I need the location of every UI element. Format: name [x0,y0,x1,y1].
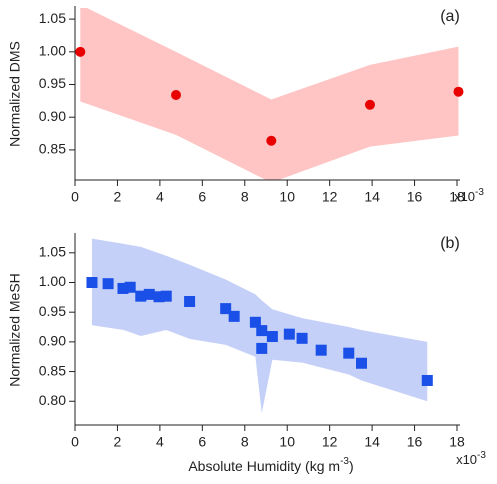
x-axis-label-main: Absolute Humidity (kg m [188,458,340,474]
x-tick-label: 8 [241,434,249,450]
x-tick-label: 6 [198,189,206,205]
x-tick-label: 0 [71,434,79,450]
data-point [75,46,86,57]
x-tick-label: 12 [322,189,338,205]
x-axis-label-exp: -3 [340,456,349,467]
data-point [249,316,261,328]
x-tick-label: 2 [114,189,122,205]
x-tick-label: 16 [407,434,423,450]
data-point [143,288,155,300]
data-point [315,344,327,356]
x-multiplier: x10-3 [454,187,484,205]
x-tick-label: 14 [364,189,380,205]
x-multiplier-exp: -3 [477,450,486,461]
data-point [256,325,268,337]
x-tick-label: 16 [407,189,423,205]
x-tick-label: 4 [156,189,164,205]
y-axis-label: Normalized MeSH [7,273,23,387]
data-point [283,328,295,340]
y-tick-label: 0.85 [39,362,66,378]
data-point [124,281,136,293]
y-tick-label: 1.00 [39,43,66,59]
x-tick-label: 10 [279,434,295,450]
panel: 0.800.850.900.951.001.050 2 4 6 8 10 12 14 16 18x… [7,233,486,474]
panel-label: (b) [440,235,460,252]
data-point [153,291,165,303]
x-tick-label: 0 [71,189,79,205]
x-tick-label: 18 [449,434,465,450]
data-point [343,347,355,359]
x-axis-label: Absolute Humidity (kg m-3) [188,456,353,474]
data-point [266,331,278,343]
y-tick-label: 0.90 [39,333,66,349]
x-tick-label: 2 [114,434,122,450]
x-tick-label: 8 [241,189,249,205]
data-point [184,296,196,307]
y-tick-label: 0.95 [39,303,66,319]
uncertainty-band [80,8,459,180]
data-point [256,342,268,354]
x-multiplier-base: x10 [454,189,475,204]
data-point [102,278,114,290]
data-point [364,99,375,110]
data-point [86,277,98,288]
panel-label: (a) [440,8,460,25]
x-multiplier: x10-3 [456,450,486,468]
data-point [421,374,433,386]
y-tick-label: 0.90 [39,108,66,124]
y-axis-label: Normalized DMS [7,41,23,147]
data-point [296,332,308,344]
data-point [356,357,367,369]
x-tick-label: 12 [322,434,338,450]
data-point [453,86,464,97]
y-tick-label: 0.80 [39,392,66,408]
panel: 0.85 0.90 0.95 1.00 1.05 0 2 4 6 8 10 12 14 16 18x10-3… [7,6,484,205]
data-point [135,290,147,302]
data-point [117,282,129,294]
y-tick-label: 1.00 [39,273,66,289]
data-point [266,135,277,146]
data-point [220,303,232,315]
data-point [160,290,172,302]
y-tick-label: 1.05 [39,10,66,26]
y-tick-label: 0.95 [39,75,66,91]
data-point [171,89,182,100]
x-tick-label: 6 [198,434,206,450]
x-axis-label-end: ) [349,458,354,474]
x-multiplier-base: x10 [456,452,477,467]
y-tick-label: 1.05 [39,244,66,260]
x-tick-label: 14 [364,434,380,450]
data-point [228,310,240,322]
y-tick-label: 0.85 [39,141,66,157]
x-tick-label: 10 [279,189,295,205]
x-multiplier-exp: -3 [475,187,484,198]
x-tick-label: 18 [449,189,465,205]
x-tick-label: 4 [156,434,164,450]
